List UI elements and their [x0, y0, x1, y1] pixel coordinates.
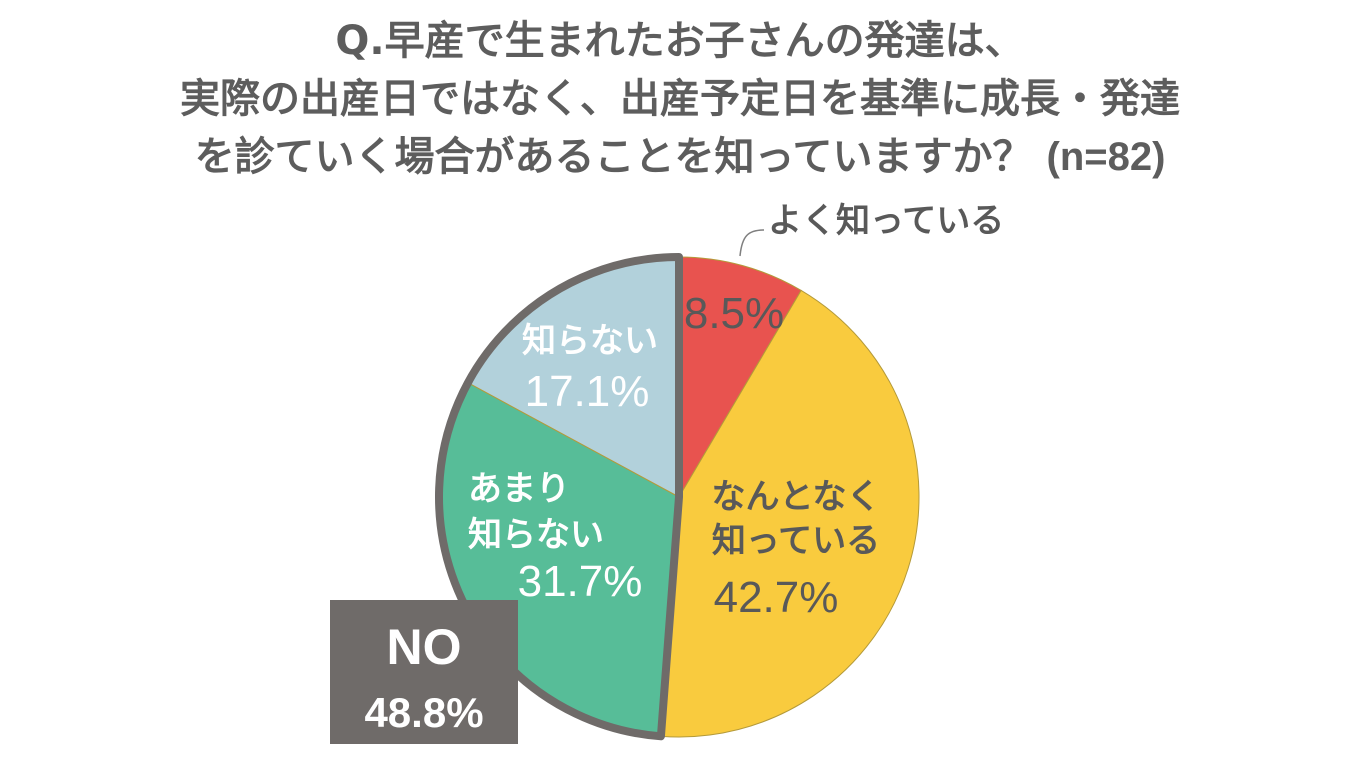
- value-label-3: 31.7%: [518, 557, 643, 606]
- pie-slice-1: [678, 256, 802, 499]
- category-label-2-line-1: なんとなく: [712, 477, 881, 517]
- category-label-3-line-2: 知らない: [468, 515, 604, 555]
- category-label-3-line-1: あまり: [468, 469, 570, 509]
- pie-slice-2: [660, 289, 920, 738]
- title-line-2: 実際の出産日ではなく、出産予定日を基準に成長・発達: [180, 76, 1180, 122]
- no-group-value: 48.8%: [364, 689, 484, 736]
- category-label-1: よく知っている: [768, 201, 1004, 241]
- value-label-1: 8.5%: [684, 289, 784, 338]
- sample-size: (n=82): [1046, 135, 1166, 179]
- value-label-2: 42.7%: [714, 573, 839, 622]
- leader-line-1: [739, 229, 765, 257]
- title-line-1: Q.早産で生まれたお子さんの発達は、: [335, 18, 1025, 64]
- no-group-box: NO 48.8%: [330, 600, 518, 744]
- title-line-3-text: を診ていく場合があることを知っていますか？: [194, 134, 1033, 180]
- no-group-outline: [435, 253, 683, 741]
- chart-title: Q.早産で生まれたお子さんの発達は、 実際の出産日ではなく、出産予定日を基準に成…: [0, 12, 1360, 186]
- value-label-4: 17.1%: [525, 367, 650, 416]
- category-label-2-line-2: 知っている: [712, 521, 880, 561]
- no-group-label: NO: [386, 619, 462, 675]
- title-line-3: を診ていく場合があることを知っていますか？ (n=82): [0, 128, 1360, 186]
- category-label-4: 知らない: [522, 321, 658, 361]
